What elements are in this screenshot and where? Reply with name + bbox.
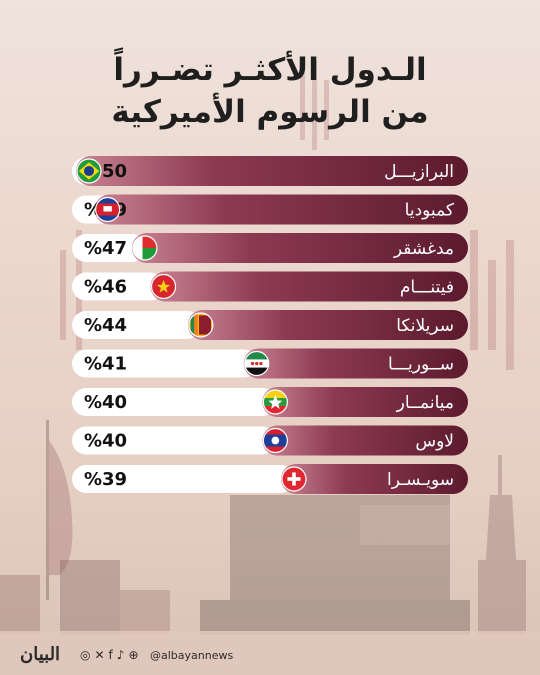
- value-label: %40: [84, 431, 127, 452]
- category-label: البرازيـــل: [384, 162, 454, 182]
- cambodia-flag-icon: [95, 197, 120, 222]
- title-line-1: الـدول الأكثـر تضـرراً: [113, 52, 427, 88]
- value-label: %39: [84, 469, 127, 490]
- bar-row: %40 لاوس: [72, 425, 468, 456]
- value-pill: [72, 388, 277, 416]
- value-pill: [72, 234, 146, 262]
- category-label: مدغشقر: [393, 239, 454, 259]
- bar-row: %40 ميانمــار: [72, 387, 468, 417]
- category-label: سويـسـرا: [387, 470, 454, 490]
- category-label: لاوس: [415, 432, 454, 452]
- social-handle[interactable]: @albayannews: [150, 649, 234, 662]
- value-pill: [72, 349, 258, 378]
- bar: [76, 156, 468, 186]
- category-label: كمبوديا: [405, 201, 455, 221]
- instagram-icon[interactable]: ◎: [80, 648, 91, 662]
- title-line-2: من الرسوم الأميركية: [111, 94, 429, 130]
- brand-logo: البيان: [20, 644, 61, 665]
- laos-flag-icon: [263, 428, 288, 453]
- value-label: %44: [84, 315, 127, 336]
- value-pill: [72, 426, 277, 455]
- facebook-icon[interactable]: f: [108, 648, 113, 662]
- social-icons: ◎ ✕ f ♪ ⊕: [80, 648, 139, 662]
- bar-row: %47 مدغشقر: [72, 233, 468, 263]
- bar-row: %50 البرازيـــل: [72, 156, 468, 186]
- switzerland-flag-icon: [282, 467, 306, 491]
- sri-lanka-flag-icon: [188, 313, 213, 337]
- bar: [262, 387, 468, 417]
- vietnam-flag-icon: [151, 274, 176, 299]
- category-label: ميانمــار: [396, 393, 454, 413]
- category-label: فيتنـــام: [400, 278, 454, 298]
- value-pill: [72, 272, 165, 301]
- bar-row: %46 فيتنـــام: [72, 271, 468, 302]
- x-icon[interactable]: ✕: [94, 648, 105, 662]
- bar: [243, 348, 468, 379]
- value-label: %41: [84, 354, 127, 375]
- myanmar-flag-icon: [263, 390, 288, 414]
- value-pill: [72, 465, 295, 493]
- bar-row: %49كمبوديا: [72, 194, 469, 225]
- value-label: %46: [84, 277, 127, 298]
- bar: [187, 310, 468, 340]
- tiktok-icon[interactable]: ♪: [116, 648, 125, 662]
- bar: [150, 271, 468, 302]
- footer-bar: البيان ◎ ✕ f ♪ ⊕ @albayannews: [0, 631, 540, 675]
- value-label: %40: [84, 392, 127, 413]
- bar-row: %41 ســوريـــا: [72, 348, 468, 379]
- bar: [131, 233, 468, 263]
- value-pill: [72, 311, 202, 339]
- bar-row: %39 سويـسـرا: [72, 464, 468, 494]
- brazil-flag-icon: [77, 159, 101, 183]
- category-label: ســوريـــا: [388, 355, 454, 375]
- syria-flag-icon: [244, 351, 269, 376]
- category-label: سريلانكا: [396, 316, 454, 336]
- bar: [281, 464, 468, 494]
- bar: [94, 194, 469, 225]
- globe-icon[interactable]: ⊕: [128, 648, 139, 662]
- bar-row: %44 سريلانكا: [72, 310, 468, 340]
- bar: [262, 425, 468, 456]
- value-label: %47: [84, 238, 127, 259]
